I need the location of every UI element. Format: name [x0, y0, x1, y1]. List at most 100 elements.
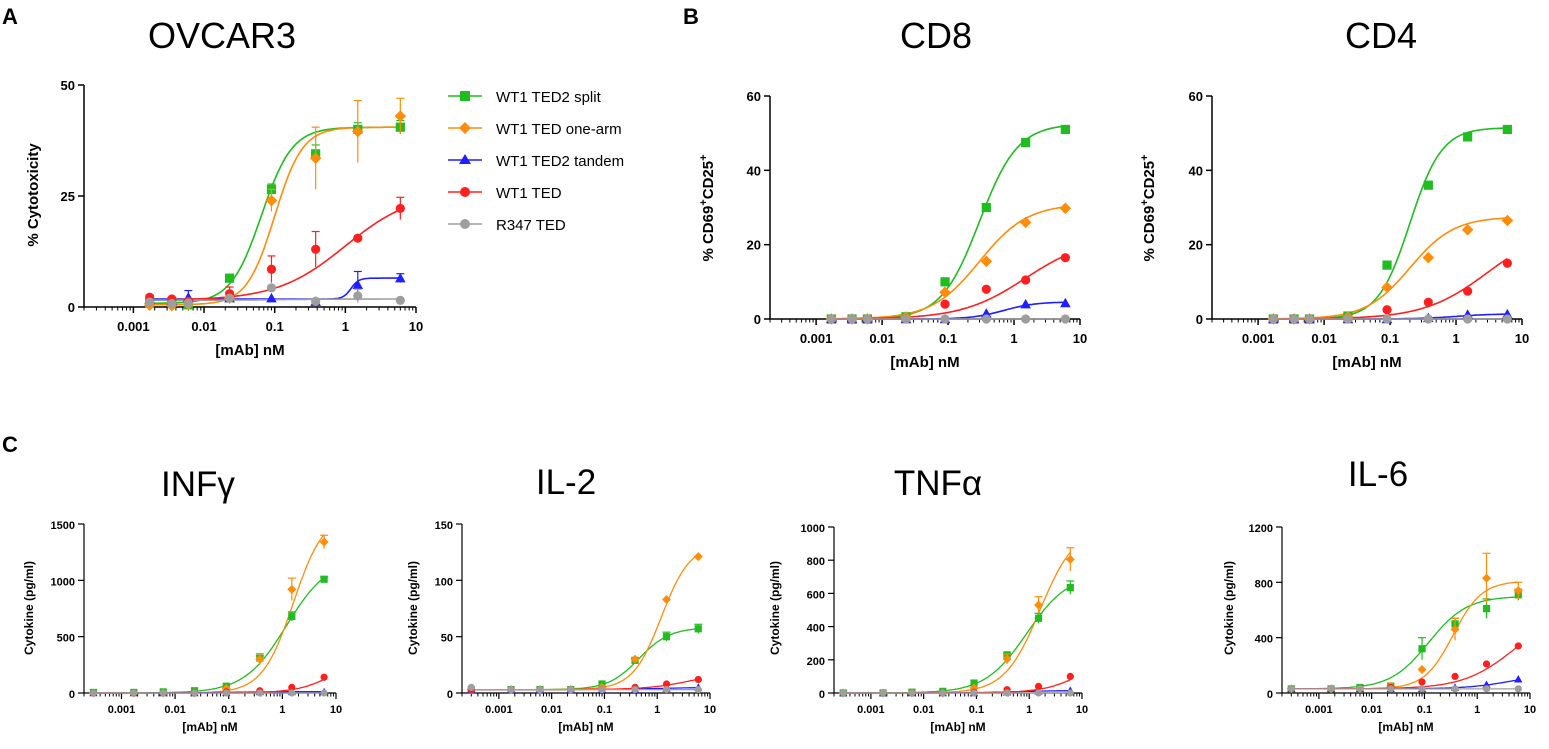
- legend-label: WT1 TED2 tandem: [496, 153, 624, 170]
- data-point: [980, 255, 993, 268]
- x-tick-label: 0.01: [164, 704, 185, 716]
- data-point: [266, 264, 277, 274]
- data-point: [1451, 685, 1459, 693]
- data-point: [222, 689, 230, 697]
- data-point: [507, 686, 515, 694]
- data-point: [1463, 132, 1473, 142]
- data-point: [288, 683, 296, 691]
- data-point: [1034, 689, 1043, 697]
- data-point: [145, 297, 155, 307]
- data-point: [662, 680, 671, 688]
- chart-infg: INFγ 0 500 1000 1500 0.001 0.01 0.1 1 10 [mAb] nM C…: [22, 465, 342, 734]
- x-tick-label: 0.1: [969, 704, 984, 716]
- data-point: [662, 594, 672, 604]
- data-point: [662, 686, 671, 694]
- data-point: [1463, 314, 1473, 324]
- data-point: [288, 689, 296, 697]
- chart-title: CD8: [900, 15, 972, 56]
- data-point: [1450, 624, 1460, 634]
- legend-item: WT1 TED one-arm: [448, 121, 622, 138]
- data-point: [287, 584, 297, 594]
- y-axis-label: Cytokine (pg/ml): [406, 561, 420, 655]
- x-tick-label: 1: [654, 704, 660, 716]
- y-tick-label: 200: [807, 656, 825, 668]
- y-tick-label: 50: [61, 78, 75, 93]
- x-tick-label: 0.01: [913, 704, 934, 716]
- data-point: [694, 675, 702, 684]
- data-point: [1463, 286, 1473, 296]
- data-point: [467, 683, 475, 691]
- data-point: [662, 633, 671, 641]
- data-point: [167, 298, 177, 309]
- x-axis-label: [mAb] nM: [1332, 354, 1401, 371]
- data-point: [130, 689, 138, 697]
- chart-il6: IL-6 0 400 800 1200 0.001 0.01 0.1 1 10 [mAb] nM Cy…: [1222, 455, 1536, 734]
- chart-ovcar3: OVCAR3 0 25 50 0.001 0.01 0.1 1 10 [mAb] nM % Cyto…: [25, 15, 423, 359]
- data-point: [1343, 314, 1353, 324]
- x-tick-label: 10: [409, 319, 423, 334]
- data-point: [224, 293, 235, 303]
- data-point: [1451, 672, 1459, 681]
- data-point: [1418, 678, 1426, 686]
- y-tick-label: 1500: [51, 520, 75, 532]
- x-tick-label: 10: [1524, 704, 1536, 716]
- y-tick-label: 800: [1255, 578, 1273, 590]
- data-point: [536, 686, 544, 694]
- legend-marker: [460, 219, 470, 229]
- data-point: [1514, 675, 1523, 683]
- y-axis-label: Cytokine (pg/ml): [1222, 561, 1236, 655]
- x-tick-label: 1: [1474, 704, 1480, 716]
- x-tick-label: 0.1: [939, 331, 957, 346]
- data-point: [826, 314, 836, 324]
- chart-il2: IL-2 0 50 100 150 0.001 0.01 0.1 1 10 [mAb] nM Cyto…: [406, 463, 716, 734]
- data-point: [1289, 314, 1299, 324]
- data-point: [847, 314, 857, 324]
- y-tick-label: 0: [1196, 312, 1203, 327]
- data-point: [1066, 689, 1074, 697]
- x-axis-label: [mAb] nM: [215, 342, 284, 359]
- x-axis-label: [mAb] nM: [890, 354, 959, 371]
- data-point: [1066, 583, 1074, 592]
- data-point: [940, 299, 950, 309]
- x-tick-label: 0.01: [1311, 331, 1336, 346]
- data-point: [879, 689, 887, 697]
- chart-title: TNFα: [894, 464, 982, 503]
- x-tick-label: 10: [1515, 331, 1529, 346]
- data-point: [89, 689, 98, 697]
- chart-title: CD4: [1345, 15, 1417, 56]
- data-point: [1422, 251, 1435, 264]
- data-point: [1417, 664, 1427, 674]
- x-tick-label: 10: [330, 704, 342, 716]
- data-point: [1059, 202, 1072, 214]
- data-point: [288, 612, 296, 620]
- data-point: [311, 244, 321, 254]
- legend-marker: [459, 154, 471, 164]
- x-tick-label: 0.001: [1242, 331, 1275, 346]
- x-axis-label: [mAb] nM: [1378, 720, 1433, 734]
- data-point: [320, 575, 328, 583]
- y-tick-label: 1000: [801, 523, 825, 535]
- data-point: [939, 286, 951, 298]
- data-point: [256, 689, 264, 697]
- data-point: [567, 686, 575, 694]
- x-axis-label: [mAb] nM: [558, 720, 613, 734]
- panel-letter-b: B: [683, 4, 699, 29]
- data-point: [1019, 216, 1032, 229]
- y-tick-label: 50: [441, 633, 453, 645]
- y-tick-label: 0: [754, 312, 761, 327]
- y-axis-label: % CD69+CD25+: [698, 154, 717, 261]
- data-point: [1020, 298, 1031, 309]
- data-point: [1003, 689, 1011, 697]
- fit-curve: [843, 586, 1071, 694]
- data-point: [1060, 297, 1071, 308]
- data-point: [266, 283, 277, 293]
- fit-curve: [149, 126, 401, 306]
- x-tick-label: 0.001: [1305, 704, 1333, 716]
- y-tick-label: 0: [69, 689, 75, 701]
- data-point: [1502, 124, 1512, 135]
- data-point: [311, 296, 321, 306]
- data-point: [940, 314, 950, 324]
- legend-item: WT1 TED2 tandem: [448, 153, 624, 170]
